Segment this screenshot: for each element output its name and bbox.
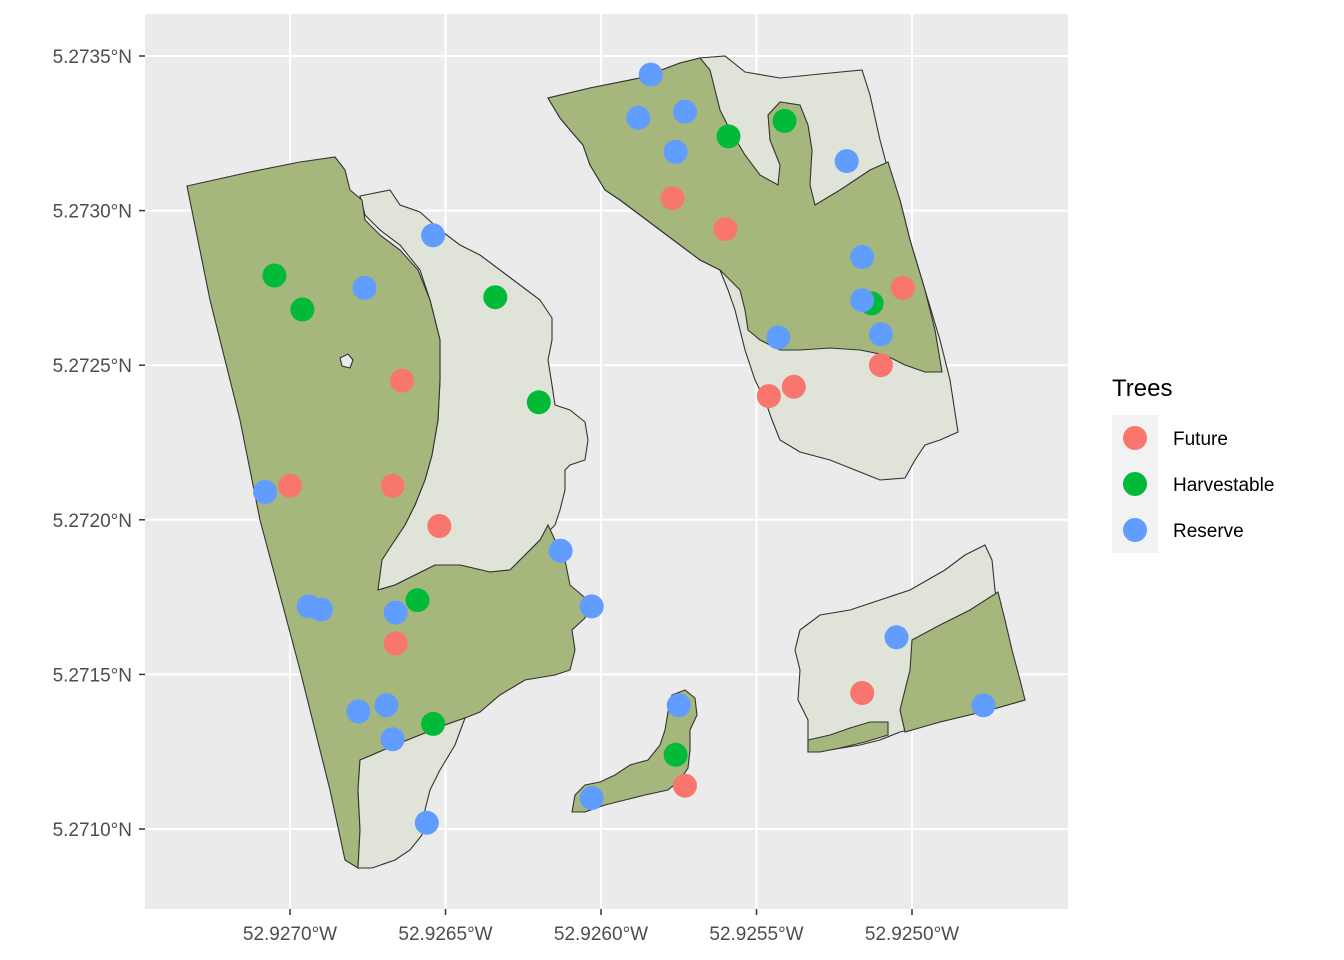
tree-point-reserve-24: [352, 275, 377, 300]
tree-point-reserve-29: [346, 699, 371, 724]
x-tick-label-3: 52.9255°W: [709, 924, 803, 945]
x-tick-label-1: 52.9265°W: [398, 924, 492, 945]
legend-title: Trees: [1112, 375, 1172, 402]
parcel-west-hole: [339, 353, 354, 369]
tree-point-future-6: [713, 217, 738, 242]
tree-point-reserve-46: [884, 625, 909, 650]
tree-point-future-12: [850, 681, 875, 705]
legend-label-reserve: Reserve: [1173, 521, 1244, 542]
parcel-northeast-dark: [547, 57, 943, 373]
tree-point-harvestable-20: [772, 108, 797, 133]
y-tick-label-4: 5.2715°N: [53, 665, 132, 686]
tree-points: [253, 62, 996, 835]
tree-point-future-4: [383, 631, 408, 656]
x-tick-label-0: 52.9270°W: [243, 924, 337, 945]
tree-point-reserve-23: [421, 223, 446, 248]
tree-point-future-3: [427, 514, 452, 538]
tree-point-harvestable-14: [290, 297, 315, 322]
legend-label-future: Future: [1173, 429, 1228, 450]
y-tick-label-3: 5.2720°N: [53, 511, 132, 532]
tree-point-reserve-43: [868, 322, 893, 347]
tree-point-future-11: [673, 773, 697, 798]
y-tick-label-0: 5.2735°N: [53, 47, 132, 68]
tree-point-harvestable-18: [421, 711, 446, 736]
tree-point-reserve-25: [253, 480, 278, 504]
tree-point-harvestable-15: [483, 285, 508, 310]
tree-point-future-0: [278, 473, 302, 498]
tree-point-reserve-44: [766, 325, 791, 350]
tree-point-reserve-37: [626, 105, 651, 130]
tree-point-harvestable-13: [262, 263, 287, 288]
tree-point-harvestable-19: [716, 124, 741, 149]
tree-point-harvestable-22: [663, 742, 688, 767]
tree-point-reserve-31: [380, 727, 405, 752]
legend-key-harvestable: [1123, 472, 1147, 496]
tree-point-future-7: [756, 384, 781, 409]
tree-point-future-10: [868, 353, 893, 378]
parcel-west-south-light: [357, 717, 466, 869]
tree-point-harvestable-17: [405, 588, 430, 613]
tree-point-reserve-39: [663, 139, 688, 164]
tree-point-reserve-47: [971, 693, 996, 718]
parcel-southeast-dark-south: [807, 721, 889, 753]
tree-point-future-9: [890, 275, 915, 300]
tree-point-reserve-35: [579, 786, 604, 811]
tree-point-reserve-45: [666, 693, 691, 718]
tree-point-reserve-42: [850, 288, 875, 313]
x-tick-label-4: 52.9250°W: [865, 924, 959, 945]
tree-point-reserve-28: [383, 600, 408, 625]
axes: 52.9270°W 52.9265°W 52.9260°W 52.9255°W 52.9…: [53, 47, 960, 945]
tree-point-reserve-33: [548, 538, 573, 563]
tree-point-reserve-41: [850, 245, 875, 269]
tree-point-reserve-34: [579, 594, 604, 619]
x-tick-label-2: 52.9260°W: [554, 924, 648, 945]
tree-point-future-5: [660, 186, 685, 211]
tree-point-reserve-36: [638, 62, 663, 87]
legend: Trees Future Harvestable Reserve: [1112, 375, 1274, 553]
tree-point-reserve-38: [673, 99, 697, 124]
tree-point-reserve-40: [834, 149, 859, 174]
tree-point-reserve-30: [374, 693, 399, 718]
tree-point-future-1: [390, 368, 414, 393]
y-tick-label-1: 5.2730°N: [53, 202, 132, 223]
parcel-south-central: [571, 689, 698, 813]
tree-point-reserve-27: [309, 597, 334, 622]
tree-point-future-2: [380, 473, 405, 498]
y-tick-label-5: 5.2710°N: [53, 820, 132, 841]
y-tick-label-2: 5.2725°N: [53, 356, 132, 377]
tree-point-harvestable-16: [526, 390, 551, 415]
tree-point-reserve-32: [414, 810, 439, 835]
parcel-southeast-dark-east: [899, 591, 1026, 733]
tree-point-future-8: [781, 374, 806, 399]
legend-label-harvestable: Harvestable: [1173, 475, 1274, 496]
legend-key-future: [1123, 426, 1147, 450]
legend-key-reserve: [1123, 518, 1147, 542]
